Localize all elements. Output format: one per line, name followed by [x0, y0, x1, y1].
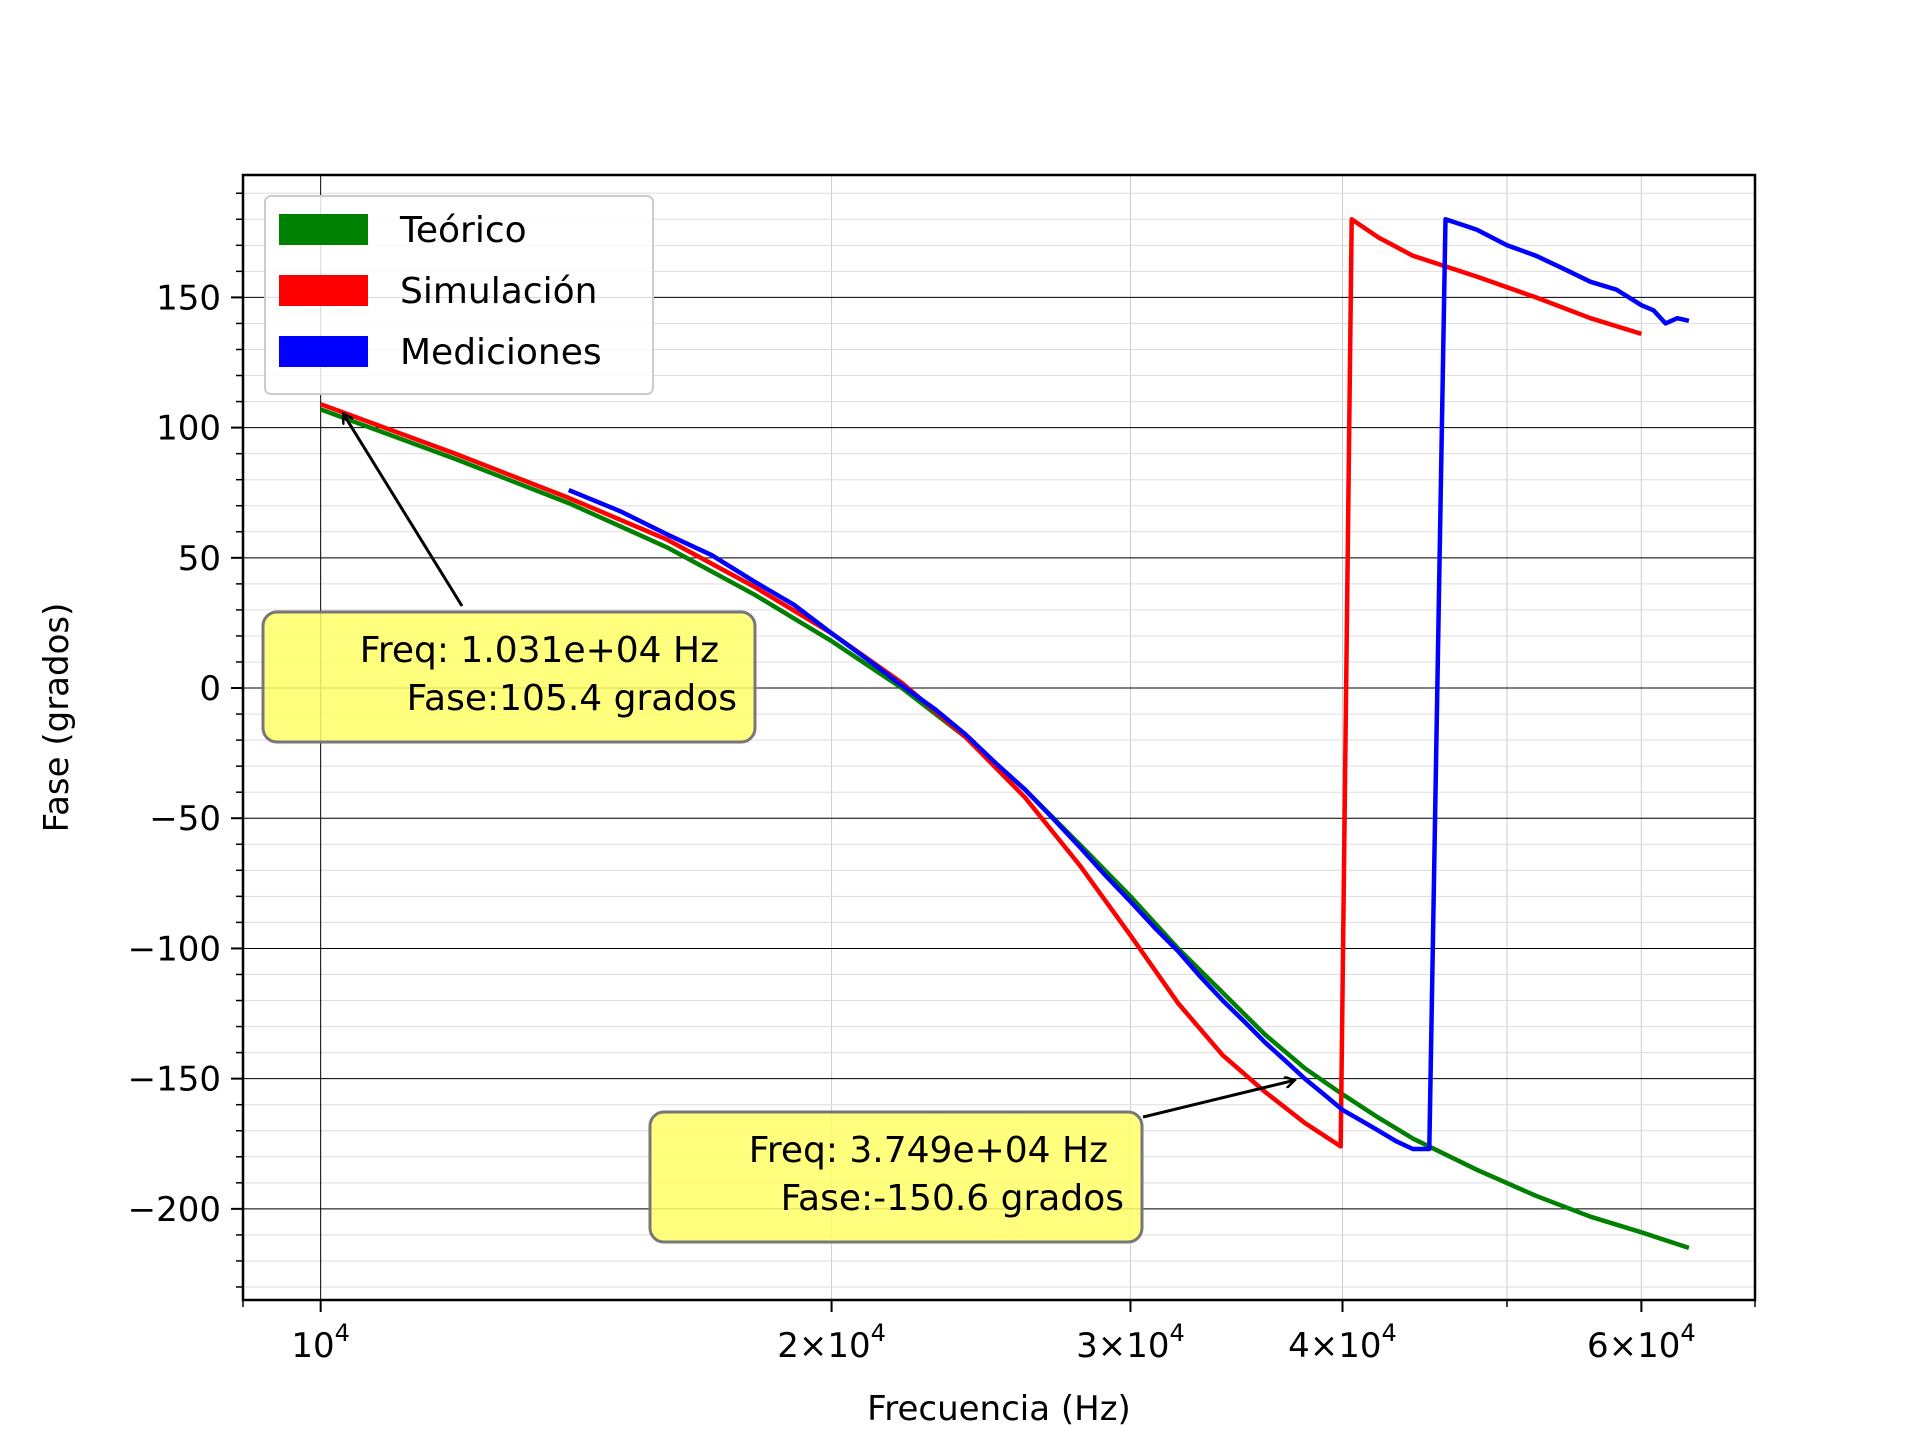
annotation-text: Freq: 1.031e+04 Hz	[360, 630, 719, 671]
annotation-box	[648, 1110, 1144, 1244]
series-line-1	[319, 217, 1643, 1149]
legend-swatch	[279, 214, 368, 245]
annotation-box	[261, 610, 757, 744]
y-tick-label: −150	[128, 1060, 221, 1100]
legend-label: Mediciones	[400, 332, 602, 373]
x-tick-label: 6×104	[1587, 1319, 1696, 1366]
y-tick-label: −200	[128, 1190, 221, 1230]
annotation-text: Fase:-150.6 grados	[781, 1178, 1124, 1219]
annotation-text: Fase:105.4 grados	[407, 678, 737, 719]
y-tick-label: 50	[178, 539, 221, 579]
annotation-arrow	[1142, 1080, 1295, 1119]
legend-swatch	[279, 275, 368, 306]
y-axis-label: Fase (grados)	[37, 603, 77, 833]
y-tick-label: 100	[156, 409, 221, 449]
x-axis-label: Frecuencia (Hz)	[867, 1389, 1131, 1429]
y-tick-label: −50	[149, 799, 221, 839]
legend-label: Teórico	[399, 210, 527, 251]
x-tick-label: 4×104	[1288, 1319, 1397, 1366]
ticks-layer: 150 100 50 0 −50 −100 −150 −200 104 2×104 3×104 4×1…	[128, 192, 1756, 1366]
series-line-2	[567, 217, 1690, 1152]
annotation-arrow	[343, 414, 464, 607]
x-tick-label: 3×104	[1076, 1319, 1185, 1366]
y-tick-label: 150	[156, 278, 221, 318]
axes-frame	[241, 173, 1757, 1302]
y-tick-label: −100	[128, 929, 221, 969]
y-tick-label: 0	[199, 669, 221, 709]
legend-swatch	[279, 336, 368, 367]
annotation-text: Freq: 3.749e+04 Hz	[749, 1130, 1108, 1171]
x-tick-label: 2×104	[777, 1319, 886, 1366]
annotation-layer: Freq: 1.031e+04 Hz Fase:105.4 grados Freq:…	[261, 414, 1295, 1244]
x-tick-label: 104	[291, 1319, 350, 1366]
legend: Teórico Simulación Mediciones	[264, 195, 654, 395]
legend-label: Simulación	[400, 271, 597, 312]
series-layer	[319, 217, 1690, 1251]
